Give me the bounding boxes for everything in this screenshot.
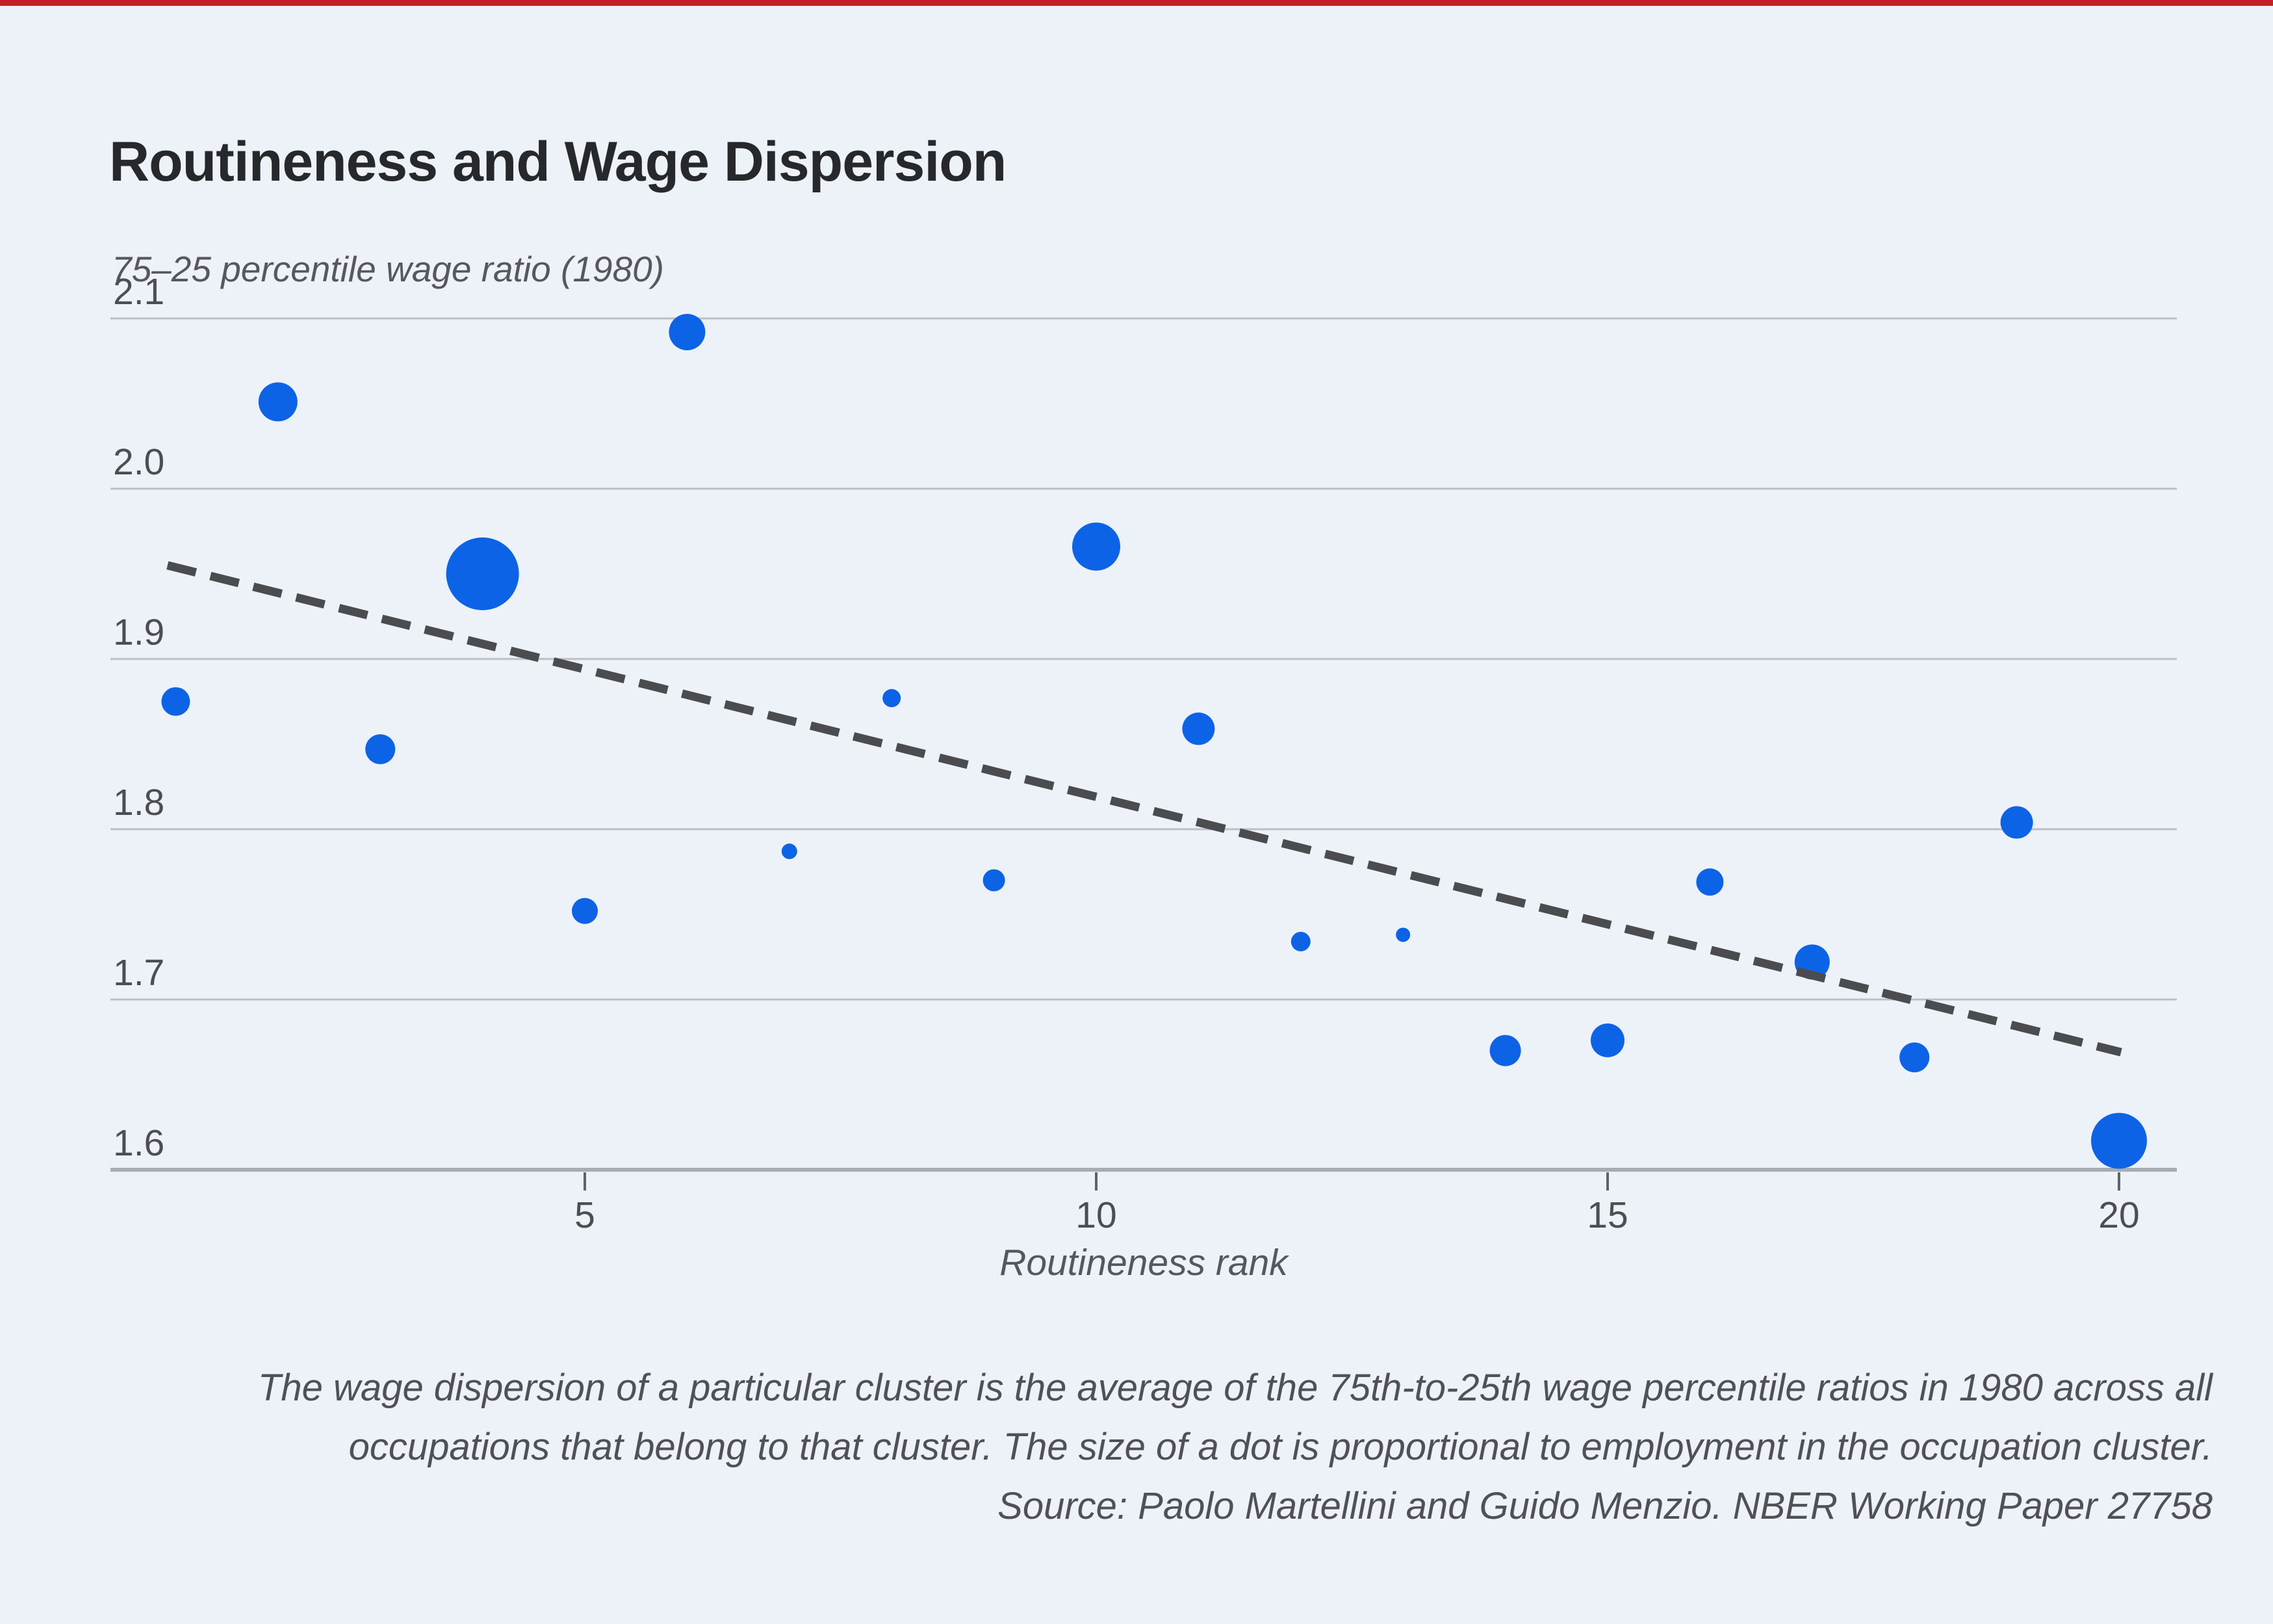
data-point xyxy=(2091,1113,2147,1169)
data-point xyxy=(1899,1042,1930,1073)
data-point xyxy=(982,869,1005,892)
x-axis-label: Routineness rank xyxy=(999,1242,1288,1283)
y-tick-label: 2.0 xyxy=(113,441,165,483)
y-tick-label: 1.8 xyxy=(113,782,165,823)
data-point xyxy=(258,382,298,422)
data-point xyxy=(2000,806,2033,839)
data-point xyxy=(161,687,190,716)
x-tick-label: 5 xyxy=(574,1194,595,1236)
data-point xyxy=(1072,522,1120,571)
y-tick-label: 1.6 xyxy=(113,1122,165,1164)
caption-line-1: The wage dispersion of a particular clus… xyxy=(257,1367,2213,1409)
y-tick-label: 1.7 xyxy=(113,952,165,994)
y-axis-unit-label: 75–25 percentile wage ratio (1980) xyxy=(112,249,665,289)
data-point xyxy=(572,897,598,924)
data-point xyxy=(1489,1035,1521,1066)
data-point xyxy=(1291,931,1311,951)
data-point xyxy=(882,689,901,708)
chart-title: Routineness and Wage Dispersion xyxy=(109,130,1007,193)
data-point xyxy=(781,844,797,860)
data-point xyxy=(446,537,519,610)
data-point xyxy=(365,734,396,764)
caption-line-3: Source: Paolo Martellini and Guido Menzi… xyxy=(997,1485,2213,1527)
x-tick-label: 10 xyxy=(1075,1194,1117,1236)
data-point xyxy=(1396,927,1411,942)
caption-line-2: occupations that belong to that cluster.… xyxy=(348,1426,2213,1468)
y-tick-label: 1.9 xyxy=(113,612,165,653)
figure-caption: The wage dispersion of a particular clus… xyxy=(198,1358,2213,1536)
x-tick-label: 20 xyxy=(2098,1194,2140,1236)
x-tick-label: 15 xyxy=(1587,1194,1628,1236)
brand-top-bar xyxy=(0,0,2273,6)
data-point xyxy=(1182,712,1215,745)
y-tick-label: 2.1 xyxy=(113,271,165,313)
trend-line xyxy=(166,561,2122,1057)
data-point xyxy=(1591,1023,1624,1057)
data-point xyxy=(669,313,706,350)
data-point xyxy=(1696,868,1724,896)
